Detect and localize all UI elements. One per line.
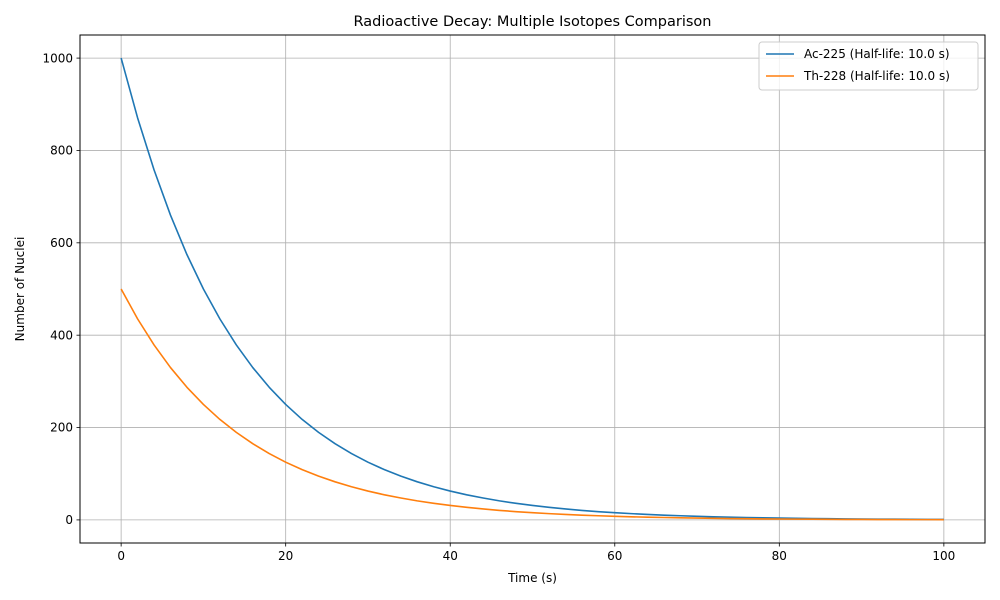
x-axis-label: Time (s) — [507, 571, 557, 585]
x-tick-label: 60 — [607, 549, 622, 563]
y-tick-label: 0 — [65, 513, 73, 527]
legend-label-0: Ac-225 (Half-life: 10.0 s) — [804, 47, 950, 61]
plot-frame — [79, 34, 986, 544]
series-lines — [120, 57, 944, 521]
y-tick-label: 600 — [50, 236, 73, 250]
legend-box — [758, 41, 979, 91]
y-tick-label: 200 — [50, 421, 73, 435]
legend: Ac-225 (Half-life: 10.0 s) Th-228 (Half-l… — [758, 41, 979, 91]
chart-title: Radioactive Decay: Multiple Isotopes Com… — [354, 14, 712, 30]
y-tick-label: 1000 — [42, 51, 73, 65]
x-tick-label: 80 — [772, 549, 787, 563]
y-axis-label: Number of Nuclei — [13, 237, 27, 342]
y-tick-label: 400 — [50, 328, 73, 342]
x-tick-label: 100 — [932, 549, 955, 563]
x-tick-label: 40 — [443, 549, 458, 563]
x-tick-label: 20 — [278, 549, 293, 563]
x-tick-label: 0 — [117, 549, 125, 563]
y-tick-label: 800 — [50, 144, 73, 158]
series-line-1 — [120, 288, 944, 521]
legend-label-1: Th-228 (Half-life: 10.0 s) — [803, 69, 950, 83]
